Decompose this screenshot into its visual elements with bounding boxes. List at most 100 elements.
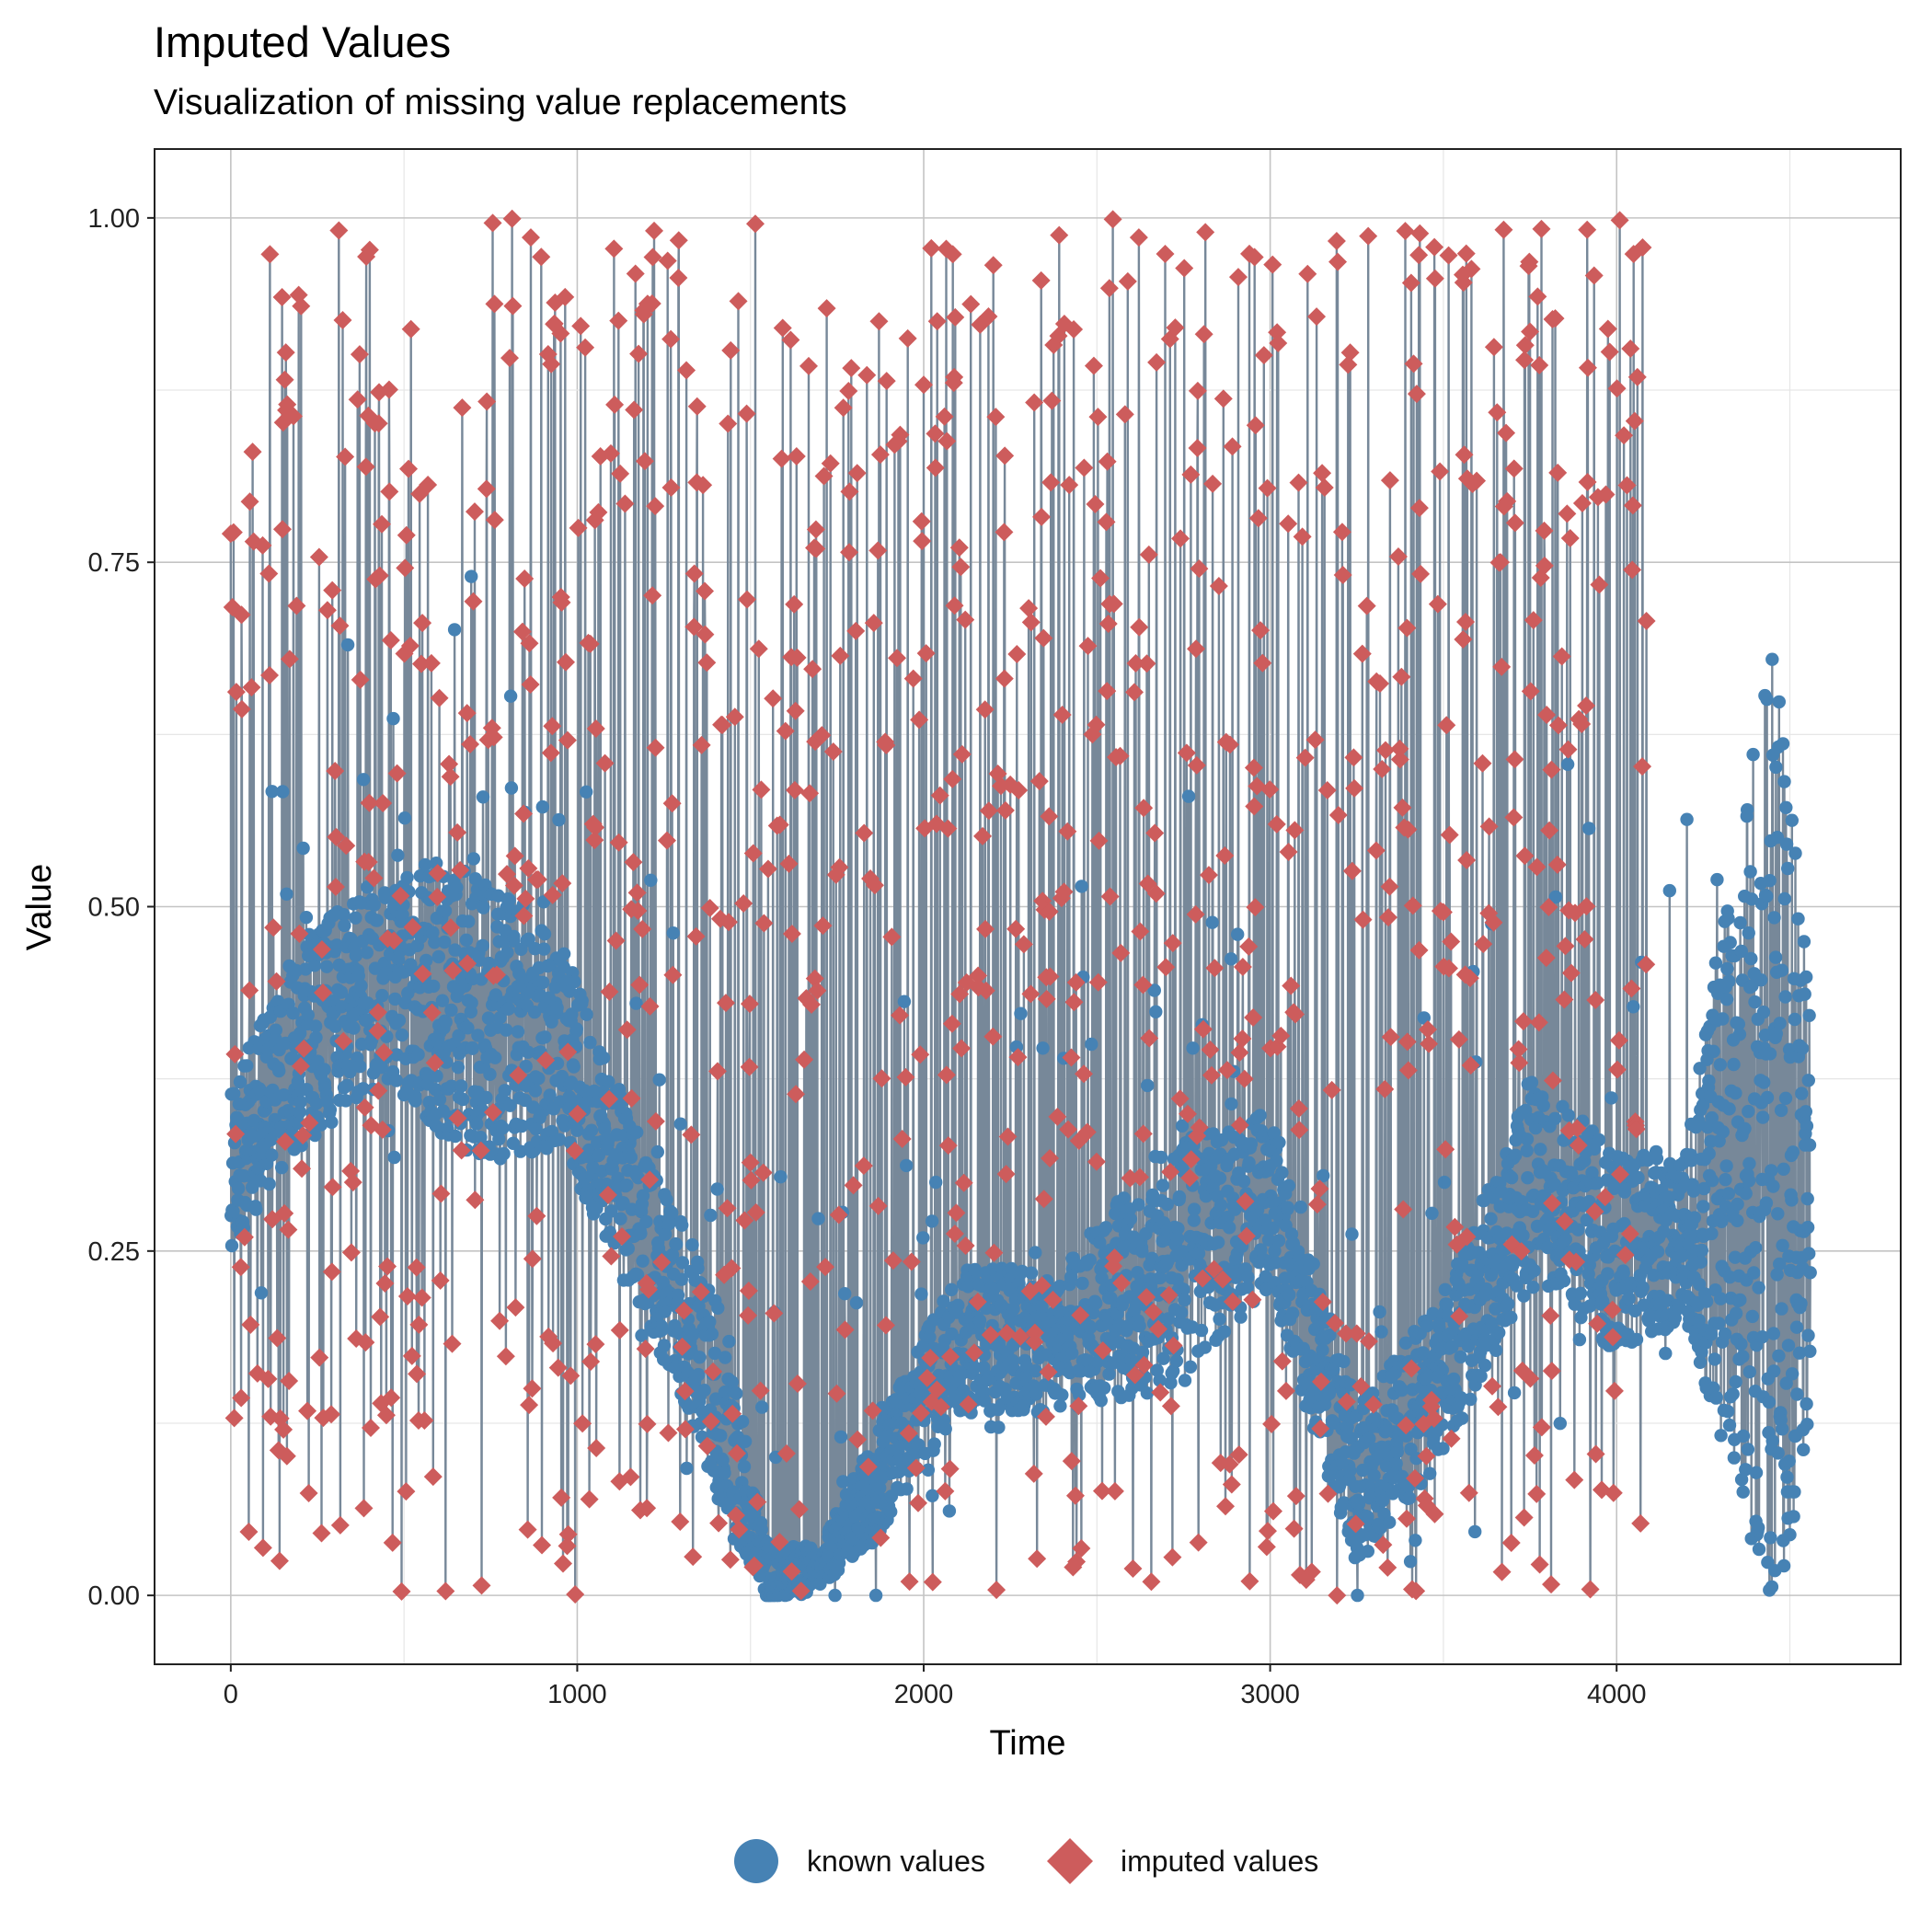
- known-point: [1732, 1028, 1747, 1041]
- imputed-point: [734, 894, 753, 914]
- imputed-point: [754, 914, 774, 933]
- known-point: [1708, 956, 1723, 970]
- imputed-point: [1375, 1079, 1395, 1098]
- imputed-point: [707, 1062, 727, 1081]
- known-point: [1510, 1279, 1524, 1293]
- imputed-point: [385, 931, 404, 950]
- imputed-point: [1097, 512, 1116, 532]
- imputed-point: [1039, 1363, 1058, 1382]
- imputed-point: [402, 1346, 421, 1365]
- known-point: [1553, 1417, 1568, 1431]
- known-point: [1748, 995, 1762, 1009]
- known-point: [1223, 1221, 1236, 1235]
- imputed-point: [518, 1520, 537, 1539]
- known-point: [276, 785, 290, 799]
- imputed-point: [453, 398, 472, 418]
- imputed-point: [287, 596, 306, 615]
- imputed-point: [1457, 851, 1477, 870]
- imputed-point: [995, 523, 1014, 542]
- imputed-point: [1203, 474, 1223, 493]
- imputed-point: [1264, 1501, 1283, 1521]
- imputed-point: [1402, 1359, 1421, 1378]
- imputed-point: [565, 1141, 584, 1160]
- imputed-point: [1623, 560, 1642, 580]
- imputed-point: [694, 476, 713, 495]
- imputed-point: [1105, 1248, 1124, 1268]
- imputed-point: [451, 860, 470, 880]
- imputed-point: [816, 1258, 835, 1277]
- known-point: [1534, 1143, 1547, 1156]
- imputed-point: [1347, 1324, 1366, 1343]
- imputed-point: [1313, 1293, 1332, 1312]
- imputed-point: [566, 1584, 585, 1604]
- imputed-point: [1205, 959, 1225, 978]
- known-point: [1580, 1213, 1594, 1227]
- known-point: [1389, 1456, 1403, 1471]
- known-point: [521, 1045, 535, 1059]
- known-point: [1052, 1279, 1067, 1294]
- imputed-point: [1036, 1407, 1055, 1426]
- known-point: [1541, 1240, 1555, 1255]
- imputed-point: [806, 520, 825, 539]
- known-point: [674, 1272, 688, 1286]
- imputed-point: [1129, 228, 1148, 247]
- imputed-point: [740, 1057, 759, 1076]
- series-line: [229, 218, 1811, 1597]
- known-point: [662, 1216, 676, 1231]
- imputed-point: [1194, 325, 1213, 344]
- imputed-point: [1216, 1497, 1236, 1516]
- imputed-point: [737, 590, 756, 609]
- imputed-point: [379, 380, 398, 399]
- imputed-point: [1445, 1217, 1465, 1236]
- imputed-point: [421, 653, 441, 673]
- imputed-point: [1604, 1483, 1623, 1502]
- known-point: [1275, 1166, 1289, 1179]
- known-point: [660, 1192, 673, 1207]
- known-point: [1083, 1253, 1098, 1267]
- imputed-point: [1616, 1246, 1635, 1265]
- known-point: [1123, 1212, 1138, 1226]
- known-point: [774, 1170, 788, 1184]
- known-point: [538, 1030, 552, 1044]
- known-point: [1772, 1349, 1786, 1363]
- imputed-point: [1425, 237, 1444, 257]
- known-point: [1792, 1346, 1807, 1360]
- known-point: [1156, 1351, 1170, 1365]
- imputed-points: [221, 209, 1656, 1605]
- known-point: [828, 1588, 842, 1603]
- known-point: [1788, 1012, 1802, 1027]
- imputed-point: [1510, 1053, 1529, 1073]
- imputed-point: [1246, 898, 1265, 917]
- imputed-point: [423, 1467, 443, 1487]
- known-point: [1316, 1343, 1329, 1357]
- known-point: [1504, 1170, 1519, 1185]
- imputed-point: [1181, 465, 1201, 484]
- imputed-point: [981, 1325, 1000, 1344]
- imputed-point: [368, 1003, 387, 1022]
- known-point: [1525, 1204, 1540, 1219]
- known-point: [1772, 695, 1787, 709]
- imputed-point: [1401, 273, 1420, 293]
- imputed-point: [1617, 476, 1637, 495]
- imputed-point: [1110, 746, 1130, 765]
- known-point: [671, 1288, 685, 1303]
- known-point: [468, 872, 482, 886]
- known-point: [1773, 1017, 1787, 1030]
- imputed-point: [1077, 1122, 1097, 1142]
- imputed-point: [1380, 877, 1399, 896]
- known-point: [1779, 837, 1794, 851]
- known-point: [968, 1262, 983, 1277]
- known-point: [596, 1051, 611, 1065]
- imputed-point: [1126, 654, 1145, 673]
- imputed-point: [868, 541, 888, 560]
- imputed-point: [684, 1547, 703, 1567]
- imputed-point: [1031, 270, 1051, 290]
- known-point: [450, 880, 464, 894]
- imputed-point: [770, 815, 789, 834]
- known-point: [299, 911, 314, 925]
- known-point: [254, 1085, 268, 1098]
- known-point: [1171, 1222, 1185, 1236]
- imputed-point: [776, 1443, 796, 1463]
- imputed-point: [1462, 259, 1481, 279]
- imputed-point: [1087, 1152, 1106, 1171]
